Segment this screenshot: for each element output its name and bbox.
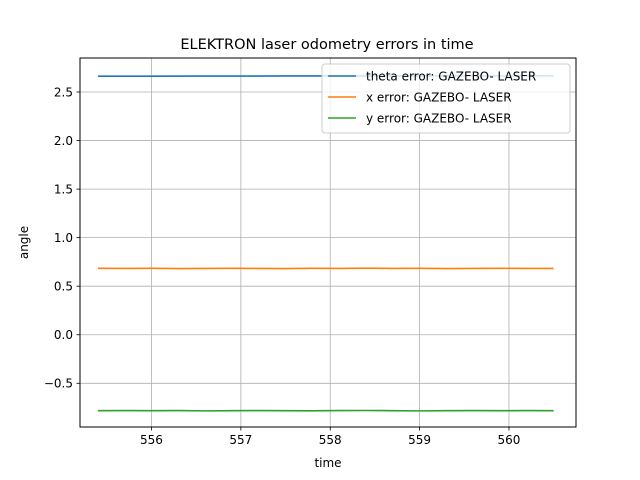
legend-label: theta error: GAZEBO- LASER bbox=[366, 69, 536, 83]
y-tick-label: 2.5 bbox=[54, 85, 73, 99]
y-tick-label: 0.0 bbox=[54, 328, 73, 342]
x-tick-label: 558 bbox=[319, 433, 342, 447]
legend-label: x error: GAZEBO- LASER bbox=[366, 90, 512, 104]
x-tick-label: 560 bbox=[498, 433, 521, 447]
x-axis-label: time bbox=[314, 456, 341, 470]
y-axis-ticks: −0.5 0.0 0.5 1.0 1.5 2.0 2.5 bbox=[44, 85, 80, 391]
y-tick-label: 2.0 bbox=[54, 134, 73, 148]
legend-label: y error: GAZEBO- LASER bbox=[366, 111, 512, 125]
x-axis-ticks: 556 557 558 559 560 bbox=[140, 427, 520, 447]
legend-box bbox=[321, 63, 571, 134]
y-tick-label: 0.5 bbox=[54, 279, 73, 293]
legend: theta error: GAZEBO- LASER x error: GAZEB… bbox=[321, 63, 571, 134]
axes-frame bbox=[79, 57, 577, 428]
y-tick-label: −0.5 bbox=[44, 377, 73, 391]
y-axis-label: angle bbox=[17, 226, 31, 259]
y-tick-label: 1.5 bbox=[54, 182, 73, 196]
x-tick-label: 557 bbox=[229, 433, 252, 447]
x-tick-label: 559 bbox=[408, 433, 431, 447]
chart-title: ELEKTRON laser odometry errors in time bbox=[180, 37, 473, 53]
y-tick-label: 1.0 bbox=[54, 231, 73, 245]
x-tick-label: 556 bbox=[140, 433, 163, 447]
